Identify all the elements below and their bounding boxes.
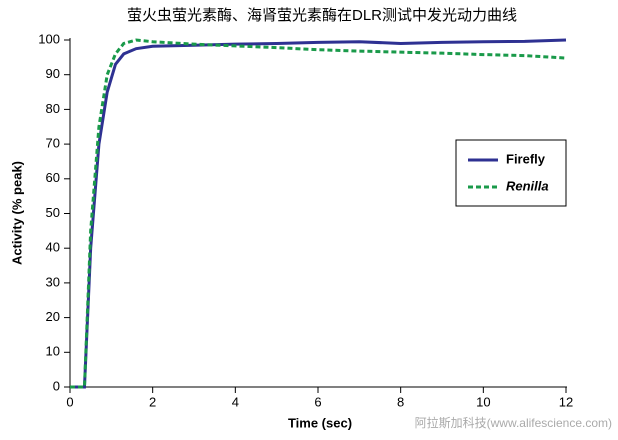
y-tick-label: 50	[46, 205, 60, 220]
y-tick-label: 80	[46, 101, 60, 116]
legend-box	[455, 139, 567, 207]
series-line	[70, 38, 567, 389]
legend-label: Firefly	[506, 151, 546, 166]
x-tick-label: 4	[232, 394, 239, 409]
y-tick-label: 0	[53, 378, 60, 393]
x-tick-label: 8	[397, 394, 404, 409]
y-tick-label: 60	[46, 170, 60, 185]
watermark: 阿拉斯加科技(www.alifescience.com)	[415, 415, 612, 430]
x-tick-label: 12	[559, 394, 573, 409]
y-tick-label: 20	[46, 309, 60, 324]
x-axis-label: Time (sec)	[288, 415, 352, 430]
y-tick-label: 10	[46, 344, 60, 359]
chart-title: 萤火虫萤光素酶、海肾萤光素酶在DLR测试中发光动力曲线	[127, 7, 517, 24]
series-line	[70, 38, 567, 389]
y-axis-label: Activity (% peak)	[9, 161, 24, 265]
legend-label: Renilla	[506, 178, 549, 193]
y-tick-label: 100	[38, 31, 60, 46]
x-tick-label: 6	[314, 394, 321, 409]
y-tick-label: 70	[46, 136, 60, 151]
x-tick-label: 2	[149, 394, 156, 409]
y-tick-label: 40	[46, 240, 60, 255]
x-tick-label: 10	[476, 394, 490, 409]
y-tick-label: 30	[46, 274, 60, 289]
x-tick-label: 0	[66, 394, 73, 409]
y-tick-label: 90	[46, 66, 60, 81]
